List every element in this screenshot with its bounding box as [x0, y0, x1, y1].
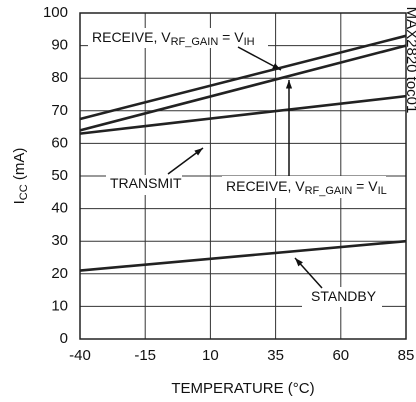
x-tick-label: 85	[398, 347, 415, 364]
arrow-head	[285, 80, 293, 89]
subscript: IH	[244, 36, 255, 48]
arrow-head	[295, 258, 303, 267]
y-tick-label: 80	[51, 69, 68, 86]
x-tick-label: -15	[134, 347, 156, 364]
subscript: RF_GAIN	[171, 36, 219, 48]
series-label: STANDBY	[311, 288, 377, 304]
text-part: RECEIVE, V	[92, 29, 171, 45]
series-line	[79, 44, 407, 132]
y-tick-label: 10	[51, 297, 68, 314]
series-label: TRANSMIT	[110, 175, 182, 191]
text-part: I	[11, 200, 28, 204]
y-tick-label: 30	[51, 232, 68, 249]
text-part: = V	[352, 178, 378, 194]
x-axis-label: TEMPERATURE (°C)	[171, 380, 314, 397]
subscript: CC	[18, 184, 30, 200]
x-tick-label: 60	[332, 347, 349, 364]
watermark: MAX2820 toc01	[403, 7, 416, 114]
series-line	[79, 34, 407, 121]
y-axis-label: ICC (mA)	[11, 148, 30, 205]
x-tick-label: -40	[69, 347, 91, 364]
label-background	[88, 28, 268, 48]
plot-frame	[79, 12, 407, 340]
label-background	[222, 176, 386, 198]
y-tick-label: 70	[51, 102, 68, 119]
y-tick-label: 100	[43, 4, 68, 21]
series-line	[79, 94, 407, 135]
series-line	[79, 239, 407, 272]
subscript: IL	[378, 185, 387, 197]
text-part: TRANSMIT	[110, 175, 182, 191]
x-tick-label: 35	[267, 347, 284, 364]
series-label: RECEIVE, VRF_GAIN = VIH	[92, 29, 255, 48]
label-background	[302, 287, 382, 307]
y-tick-label: 50	[51, 167, 68, 184]
text-part: (mA)	[11, 148, 28, 185]
y-tick-label: 20	[51, 265, 68, 282]
series-label: RECEIVE, VRF_GAIN = VIL	[226, 178, 387, 197]
y-tick-label: 0	[60, 330, 68, 347]
y-tick-label: 60	[51, 134, 68, 151]
label-background	[106, 175, 182, 195]
y-tick-label: 90	[51, 37, 68, 54]
y-tick-label: 40	[51, 200, 68, 217]
text-part: STANDBY	[311, 288, 377, 304]
arrow-head	[194, 148, 203, 156]
arrow-head	[272, 63, 281, 70]
x-tick-label: 10	[202, 347, 219, 364]
text-part: = V	[218, 29, 244, 45]
text-part: RECEIVE, V	[226, 178, 305, 194]
subscript: RF_GAIN	[305, 185, 353, 197]
